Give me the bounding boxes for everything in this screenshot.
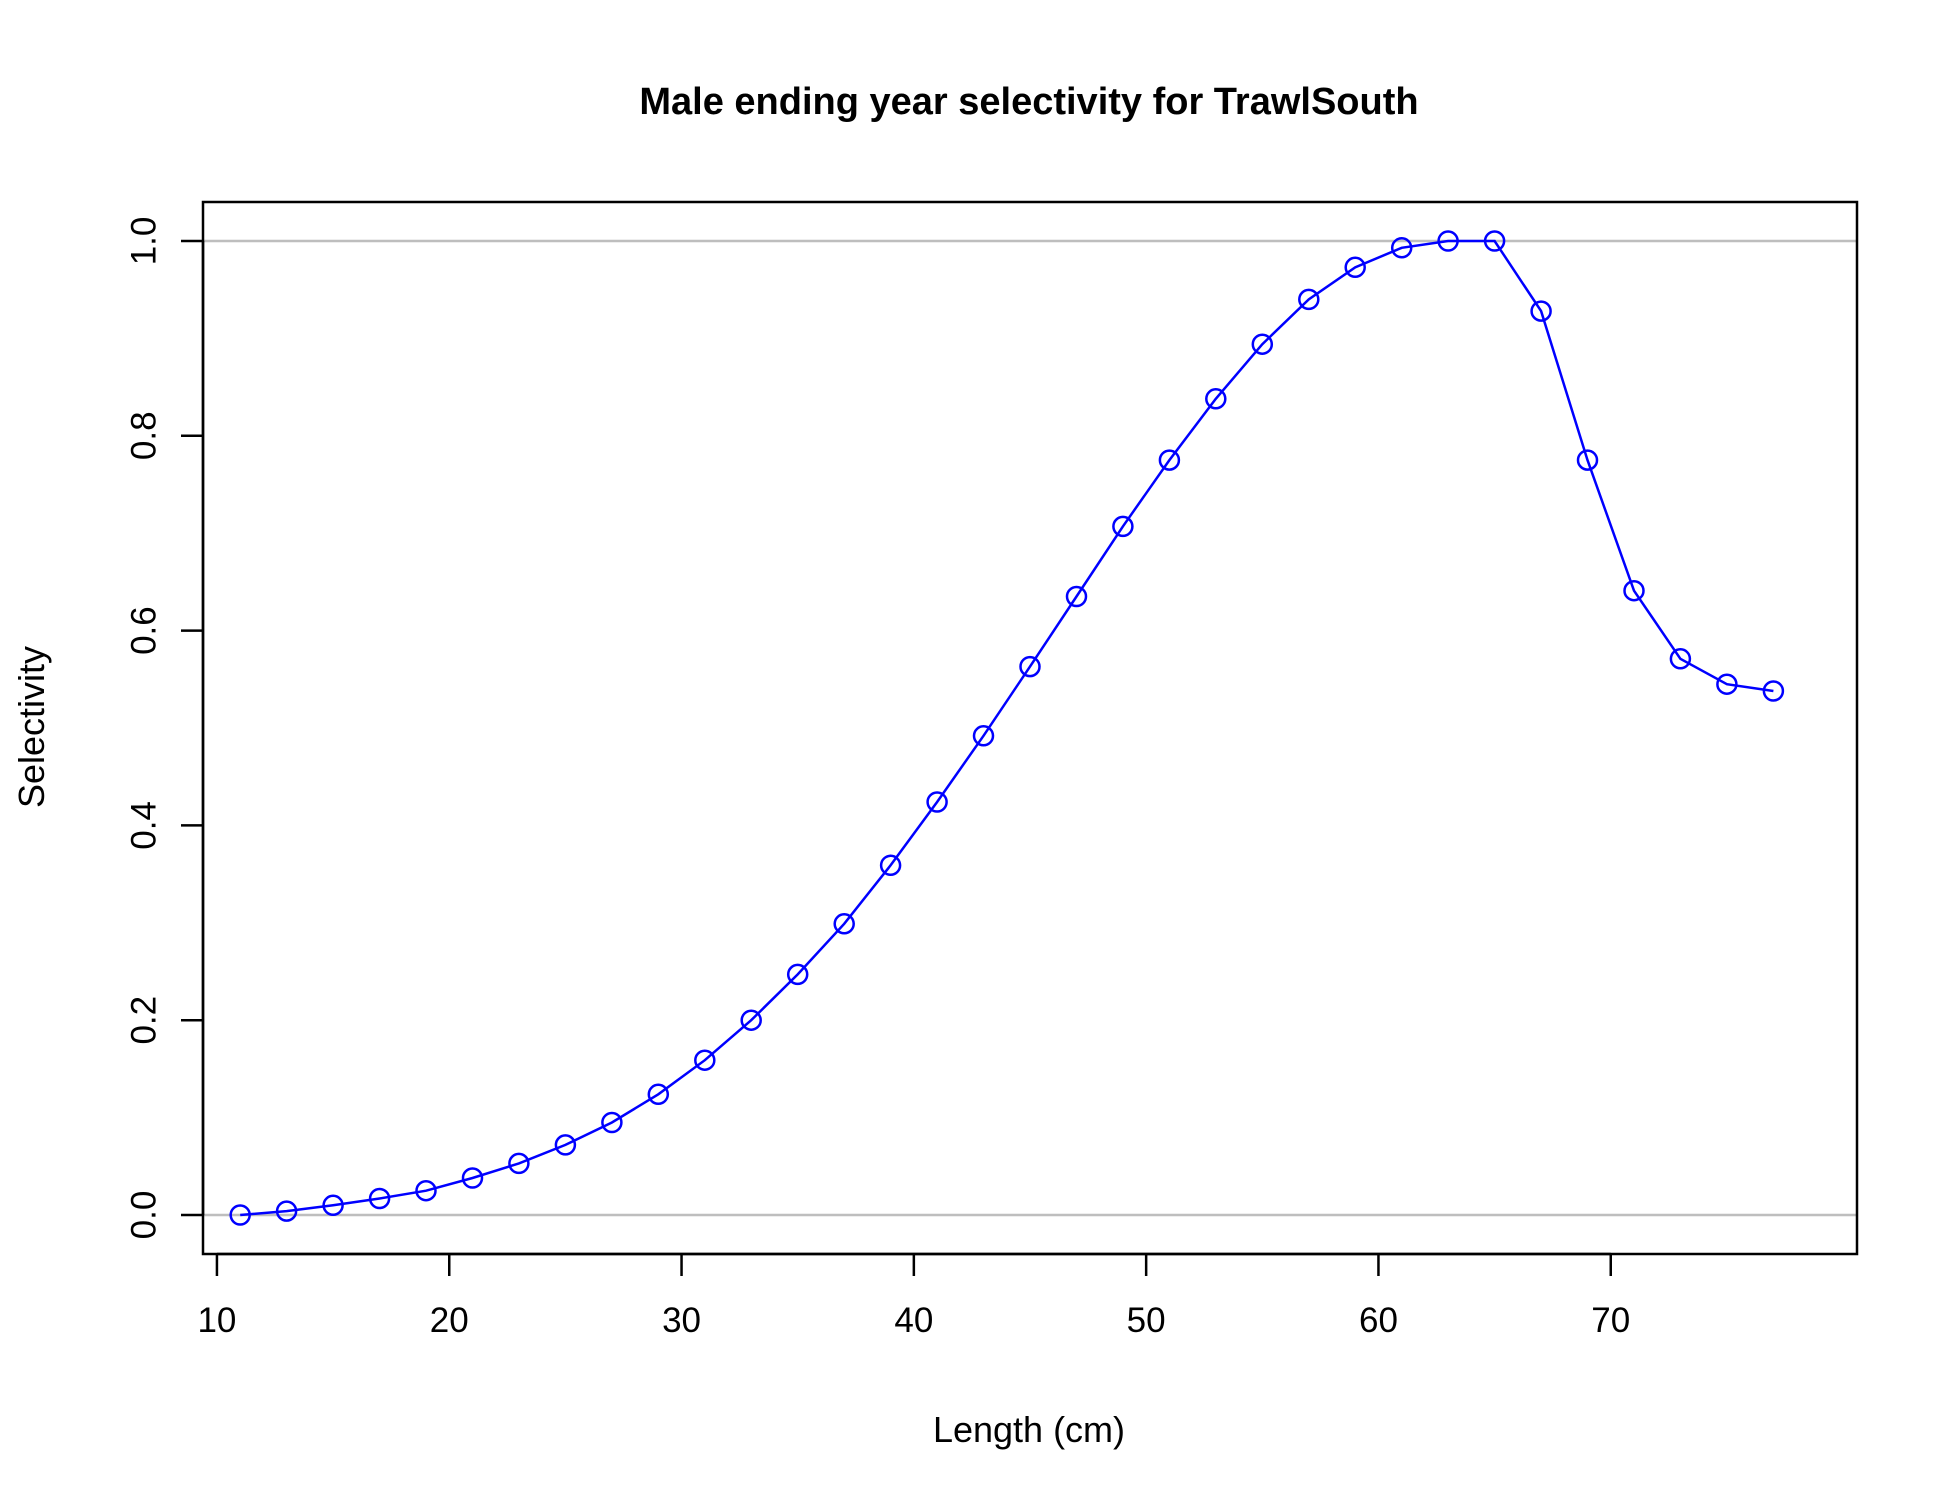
series-line-0 bbox=[240, 239, 1774, 1217]
y-tick-label-4: 0.8 bbox=[125, 411, 164, 460]
y-tick-label-1: 0.2 bbox=[125, 996, 164, 1045]
data-point-27 bbox=[1483, 230, 1506, 252]
series-group bbox=[229, 230, 1785, 1226]
y-axis-label: Selectivity bbox=[11, 646, 52, 808]
data-point-21 bbox=[1205, 388, 1227, 410]
data-point-31 bbox=[1669, 648, 1692, 670]
data-point-2 bbox=[322, 1194, 344, 1217]
data-point-18 bbox=[1065, 585, 1088, 608]
chart-title: Male ending year selectivity for TrawlSo… bbox=[639, 81, 1418, 123]
data-point-22 bbox=[1251, 333, 1274, 355]
x-axis-label: Length (cm) bbox=[933, 1409, 1125, 1450]
data-point-32 bbox=[1716, 673, 1738, 695]
data-point-5 bbox=[461, 1167, 484, 1189]
y-tick-label-2: 0.4 bbox=[125, 801, 164, 850]
data-point-13 bbox=[833, 913, 855, 935]
data-point-9 bbox=[647, 1083, 670, 1106]
data-point-30 bbox=[1623, 579, 1645, 602]
x-tick-label-4: 50 bbox=[1127, 1301, 1166, 1340]
y-tick-label-5: 1.0 bbox=[125, 217, 164, 266]
data-point-23 bbox=[1298, 288, 1320, 311]
data-point-8 bbox=[601, 1111, 623, 1134]
data-point-6 bbox=[508, 1152, 530, 1175]
plot-frame bbox=[201, 200, 1859, 1256]
data-point-19 bbox=[1112, 515, 1134, 538]
x-tick-label-1: 20 bbox=[430, 1301, 469, 1340]
data-point-20 bbox=[1158, 449, 1181, 471]
data-point-14 bbox=[879, 854, 902, 877]
data-point-10 bbox=[694, 1049, 716, 1071]
data-point-24 bbox=[1344, 256, 1366, 279]
x-axis: 10 20 30 40 50 60 70 bbox=[197, 1252, 1630, 1340]
data-point-1 bbox=[275, 1200, 298, 1222]
data-point-25 bbox=[1390, 237, 1413, 259]
data-point-3 bbox=[368, 1187, 391, 1210]
data-point-29 bbox=[1576, 449, 1599, 471]
y-tick-label-3: 0.6 bbox=[125, 606, 164, 655]
data-point-26 bbox=[1437, 230, 1459, 252]
data-point-0 bbox=[229, 1204, 251, 1226]
data-point-16 bbox=[972, 725, 995, 747]
data-point-17 bbox=[1019, 655, 1041, 678]
data-point-11 bbox=[740, 1009, 762, 1031]
x-tick-label-3: 40 bbox=[894, 1301, 933, 1340]
x-tick-label-5: 60 bbox=[1359, 1301, 1398, 1340]
data-point-33 bbox=[1762, 680, 1785, 702]
x-tick-label-6: 70 bbox=[1591, 1301, 1630, 1340]
reference-lines bbox=[203, 239, 1857, 1217]
data-point-7 bbox=[554, 1134, 577, 1156]
data-point-12 bbox=[786, 963, 809, 986]
y-axis: 0.0 0.2 0.4 0.6 0.8 1.0 bbox=[125, 217, 205, 1240]
data-point-4 bbox=[415, 1179, 437, 1202]
data-point-28 bbox=[1530, 300, 1552, 322]
y-tick-label-0: 0.0 bbox=[125, 1191, 164, 1240]
x-tick-label-2: 30 bbox=[662, 1301, 701, 1340]
data-point-15 bbox=[926, 791, 948, 813]
x-tick-label-0: 10 bbox=[197, 1301, 236, 1340]
